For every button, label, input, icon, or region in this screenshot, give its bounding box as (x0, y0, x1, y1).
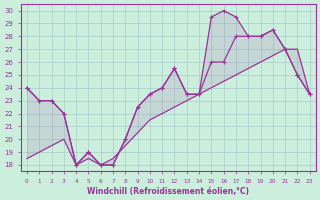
Polygon shape (27, 11, 310, 165)
X-axis label: Windchill (Refroidissement éolien,°C): Windchill (Refroidissement éolien,°C) (87, 187, 249, 196)
